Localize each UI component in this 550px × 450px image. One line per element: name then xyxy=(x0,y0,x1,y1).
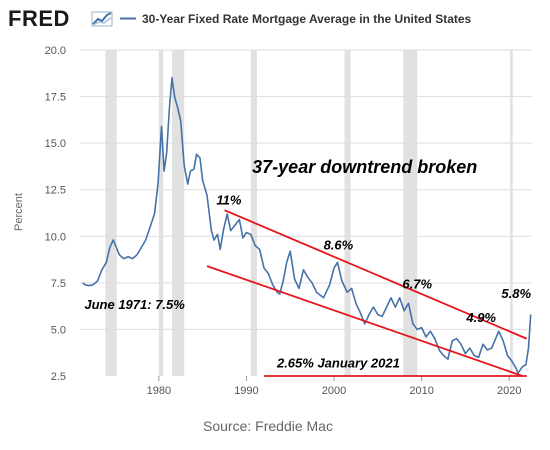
y-tick-label: 5.0 xyxy=(51,324,66,336)
recession-band xyxy=(344,50,351,376)
chart-title-legend: 30-Year Fixed Rate Mortgage Average in t… xyxy=(142,12,472,26)
x-tick-label: 2020 xyxy=(497,385,521,397)
source-note: Source: Freddie Mac xyxy=(203,418,333,434)
annotation-label: 8.6% xyxy=(324,237,354,252)
annotation-label: 2.65% January 2021 xyxy=(276,356,400,371)
series-layer xyxy=(82,77,532,375)
annotation-label: 11% xyxy=(216,193,241,208)
recession-band xyxy=(158,50,164,376)
grid-lines xyxy=(80,49,532,330)
recession-band xyxy=(171,50,185,376)
annotation-label: 5.8% xyxy=(501,286,531,301)
recession-bands xyxy=(105,50,513,376)
x-tick-label: 1980 xyxy=(147,385,171,397)
trend-line xyxy=(206,265,523,377)
trend-line xyxy=(224,209,528,340)
recession-band xyxy=(250,50,257,376)
fred-logo: FRED xyxy=(8,6,70,31)
annotation-label: 4.9% xyxy=(465,310,496,325)
y-tick-label: 15.0 xyxy=(45,138,66,150)
y-tick-label: 12.5 xyxy=(45,185,66,197)
y-tick-label: 7.5 xyxy=(51,278,66,290)
annotation-label: June 1971: 7.5% xyxy=(84,297,185,312)
annotations: 37-year downtrend broken 11% 8.6% 6.7% 4.9% 5… xyxy=(84,157,531,371)
y-axis-label: Percent xyxy=(13,193,25,231)
y-tick-label: 20.0 xyxy=(45,45,66,57)
fred-chart-icon xyxy=(91,11,113,27)
y-tick-label: 10.0 xyxy=(45,231,66,243)
recession-band xyxy=(510,50,513,376)
y-axis-ticks: 2.5 5.0 7.5 10.0 12.5 15.0 17.5 20.0 xyxy=(45,45,66,383)
x-tick-label: 1990 xyxy=(234,385,258,397)
mortgage-rate-series-line xyxy=(82,77,532,375)
annotation-label: 6.7% xyxy=(402,276,432,291)
recession-band xyxy=(403,50,418,376)
x-tick-label: 2000 xyxy=(322,385,346,397)
trend-lines xyxy=(206,209,528,377)
x-tick-label: 2010 xyxy=(409,385,433,397)
y-tick-label: 2.5 xyxy=(51,371,66,383)
y-tick-label: 17.5 xyxy=(45,92,66,104)
recession-band xyxy=(105,50,117,376)
x-axis-ticks: 1980 1990 2000 2010 2020 xyxy=(147,376,521,397)
annotation-label: 37-year downtrend broken xyxy=(252,157,477,177)
